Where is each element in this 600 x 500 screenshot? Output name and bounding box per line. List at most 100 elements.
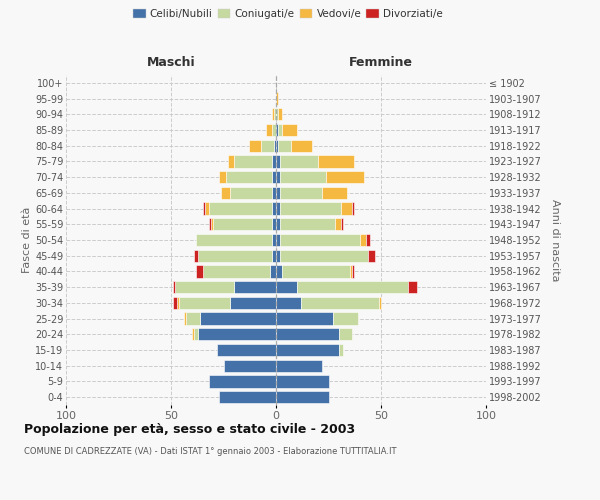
Bar <box>203 266 270 278</box>
Bar <box>198 328 276 340</box>
Bar <box>261 140 274 152</box>
Bar <box>276 391 329 404</box>
Text: COMUNE DI CADREZZATE (VA) - Dati ISTAT 1° gennaio 2003 - Elaborazione TUTTITALIA: COMUNE DI CADREZZATE (VA) - Dati ISTAT 1… <box>24 448 397 456</box>
Bar <box>301 296 379 309</box>
Bar <box>175 281 234 293</box>
Bar <box>366 234 370 246</box>
Text: Maschi: Maschi <box>146 56 196 68</box>
Bar <box>278 140 291 152</box>
Bar <box>205 202 209 214</box>
Bar <box>234 281 276 293</box>
Bar <box>276 124 278 136</box>
Bar <box>213 218 272 230</box>
Bar <box>332 312 358 324</box>
Bar <box>249 140 262 152</box>
Bar <box>272 234 276 246</box>
Bar <box>283 124 297 136</box>
Bar <box>276 250 280 262</box>
Bar <box>272 124 276 136</box>
Bar <box>186 312 200 324</box>
Bar <box>349 266 352 278</box>
Bar <box>352 202 354 214</box>
Bar <box>290 140 312 152</box>
Bar <box>276 108 278 120</box>
Bar <box>274 140 276 152</box>
Bar <box>272 250 276 262</box>
Bar <box>226 171 272 183</box>
Bar <box>211 218 213 230</box>
Bar <box>276 281 297 293</box>
Bar <box>276 171 280 183</box>
Bar <box>322 186 347 199</box>
Bar <box>276 234 280 246</box>
Bar <box>194 250 198 262</box>
Bar <box>192 328 194 340</box>
Bar <box>272 202 276 214</box>
Bar <box>280 202 341 214</box>
Bar <box>339 328 352 340</box>
Bar <box>276 140 278 152</box>
Bar <box>272 186 276 199</box>
Bar <box>276 296 301 309</box>
Bar <box>408 281 416 293</box>
Bar <box>203 202 205 214</box>
Bar <box>318 156 354 168</box>
Bar <box>278 124 283 136</box>
Bar <box>280 186 322 199</box>
Bar <box>276 266 283 278</box>
Bar <box>278 108 283 120</box>
Bar <box>209 202 272 214</box>
Bar <box>276 186 280 199</box>
Bar <box>272 156 276 168</box>
Bar <box>276 218 280 230</box>
Bar <box>220 391 276 404</box>
Bar <box>184 312 186 324</box>
Bar <box>297 281 408 293</box>
Bar <box>274 108 276 120</box>
Bar <box>265 124 272 136</box>
Bar <box>341 202 352 214</box>
Bar <box>368 250 374 262</box>
Y-axis label: Fasce di età: Fasce di età <box>22 207 32 273</box>
Bar <box>220 171 226 183</box>
Bar <box>272 108 274 120</box>
Bar <box>196 234 272 246</box>
Bar <box>272 218 276 230</box>
Bar <box>230 186 272 199</box>
Bar <box>339 344 343 356</box>
Bar <box>276 328 339 340</box>
Bar <box>209 376 276 388</box>
Bar <box>200 312 276 324</box>
Bar <box>341 218 343 230</box>
Bar <box>280 171 326 183</box>
Bar <box>280 218 335 230</box>
Bar <box>326 171 364 183</box>
Bar <box>335 218 341 230</box>
Bar <box>280 156 318 168</box>
Bar <box>178 296 179 309</box>
Bar <box>209 218 211 230</box>
Bar <box>379 296 381 309</box>
Bar <box>276 202 280 214</box>
Bar <box>276 360 322 372</box>
Bar <box>228 156 234 168</box>
Bar <box>230 296 276 309</box>
Bar <box>276 156 280 168</box>
Bar <box>223 360 276 372</box>
Bar <box>272 171 276 183</box>
Bar <box>196 266 203 278</box>
Bar <box>194 328 198 340</box>
Bar <box>283 266 349 278</box>
Bar <box>173 281 175 293</box>
Bar <box>276 312 332 324</box>
Bar <box>280 250 368 262</box>
Y-axis label: Anni di nascita: Anni di nascita <box>550 198 560 281</box>
Bar <box>217 344 276 356</box>
Bar <box>276 376 329 388</box>
Bar <box>276 344 339 356</box>
Legend: Celibi/Nubili, Coniugati/e, Vedovi/e, Divorziati/e: Celibi/Nubili, Coniugati/e, Vedovi/e, Di… <box>129 5 447 24</box>
Bar <box>276 92 278 104</box>
Bar <box>221 186 230 199</box>
Text: Femmine: Femmine <box>349 56 413 68</box>
Bar <box>352 266 354 278</box>
